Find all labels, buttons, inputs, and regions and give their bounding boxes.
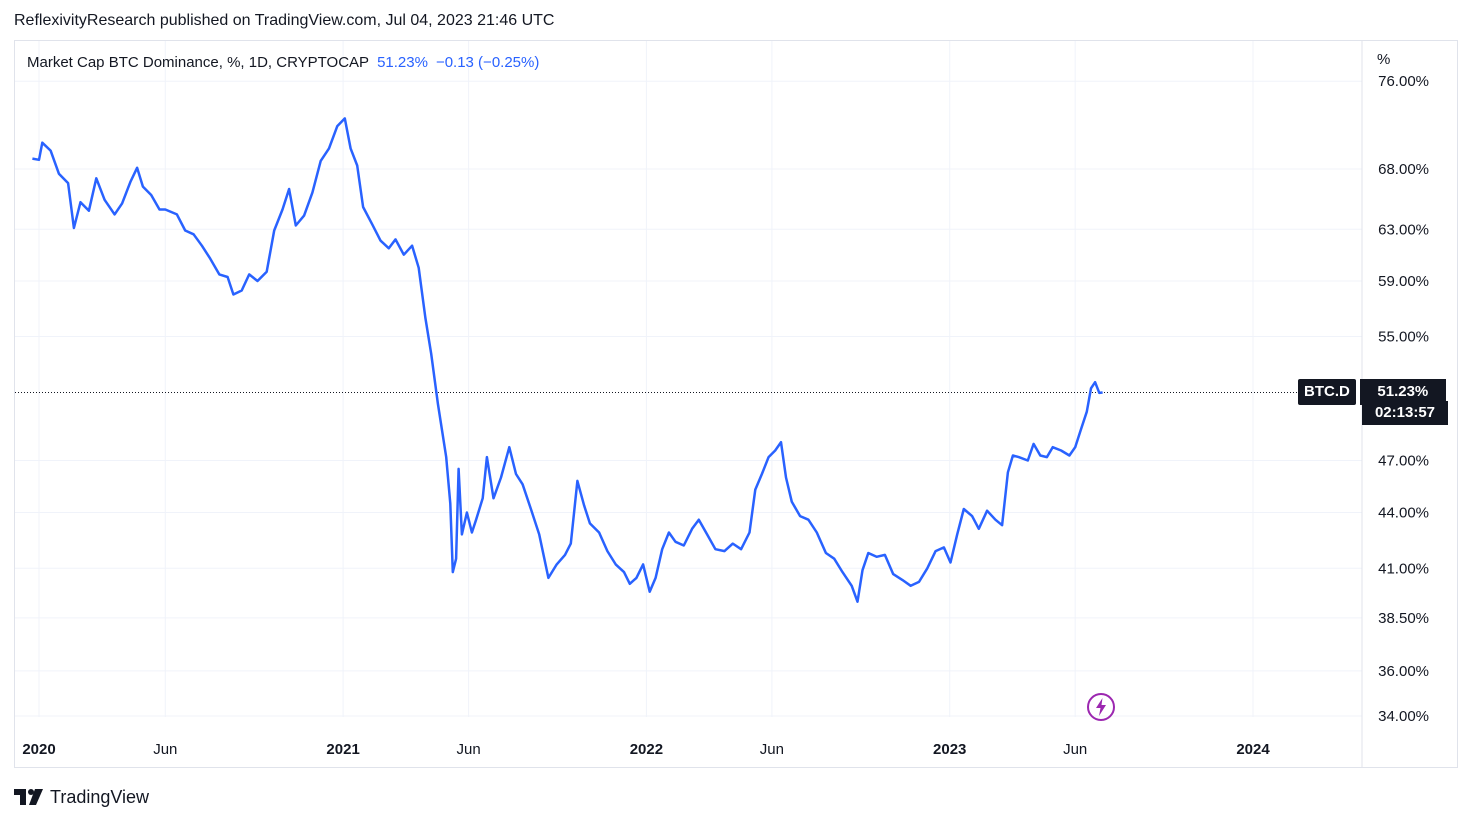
x-tick-label: Jun	[760, 741, 784, 758]
x-axis: 2020 Jun 2021 Jun 2022 Jun 2023 Jun 2024	[22, 741, 1270, 758]
footer-brand: TradingView	[50, 786, 150, 807]
bar-countdown: 02:13:57	[1362, 401, 1448, 426]
flash-icon[interactable]	[1086, 692, 1116, 722]
y-tick-label: 59.00%	[1378, 273, 1429, 290]
y-tick-label: 47.00%	[1378, 452, 1429, 469]
y-axis: 76.00% 68.00% 63.00% 59.00% 55.00% 47.00% 44.0…	[1378, 73, 1429, 725]
y-tick-label: 41.00%	[1378, 560, 1429, 577]
x-tick-label: 2024	[1236, 741, 1270, 758]
chart-frame	[14, 40, 1458, 768]
series-line	[32, 117, 1103, 603]
chart-grid	[15, 41, 1363, 767]
y-tick-label: 34.00%	[1378, 708, 1429, 725]
y-tick-label: 76.00%	[1378, 73, 1429, 90]
last-price-badge: BTC.D 51.23%	[1298, 379, 1446, 406]
legend-change: −0.13 (−0.25%)	[435, 54, 540, 71]
y-tick-label: 36.00%	[1378, 663, 1429, 680]
x-tick-label: Jun	[153, 741, 177, 758]
footer[interactable]: TradingView	[14, 784, 149, 810]
legend-symbol: Market Cap BTC Dominance, %, 1D, CRYPTOC…	[27, 54, 370, 71]
x-tick-label: 2022	[630, 741, 663, 758]
x-tick-label: 2021	[326, 741, 359, 758]
badge-symbol: BTC.D	[1298, 379, 1356, 406]
publisher-line: ReflexivityResearch published on Trading…	[14, 12, 555, 29]
chart-legend[interactable]: Market Cap BTC Dominance, %, 1D, CRYPTOC…	[27, 54, 539, 71]
x-tick-label: Jun	[1063, 741, 1087, 758]
x-tick-label: 2020	[22, 741, 55, 758]
y-tick-label: 38.50%	[1378, 610, 1429, 627]
price-scale-unit: %	[1377, 51, 1391, 68]
x-tick-label: 2023	[933, 741, 966, 758]
badge-value: 51.23%	[1359, 379, 1446, 406]
y-tick-label: 63.00%	[1378, 221, 1429, 238]
x-tick-label: Jun	[457, 741, 481, 758]
y-tick-label: 44.00%	[1378, 505, 1429, 522]
tradingview-logo-icon	[14, 789, 43, 805]
legend-value: 51.23%	[377, 54, 428, 71]
y-tick-label: 68.00%	[1378, 161, 1429, 178]
y-tick-label: 55.00%	[1378, 328, 1429, 345]
series-layer	[32, 117, 1103, 603]
